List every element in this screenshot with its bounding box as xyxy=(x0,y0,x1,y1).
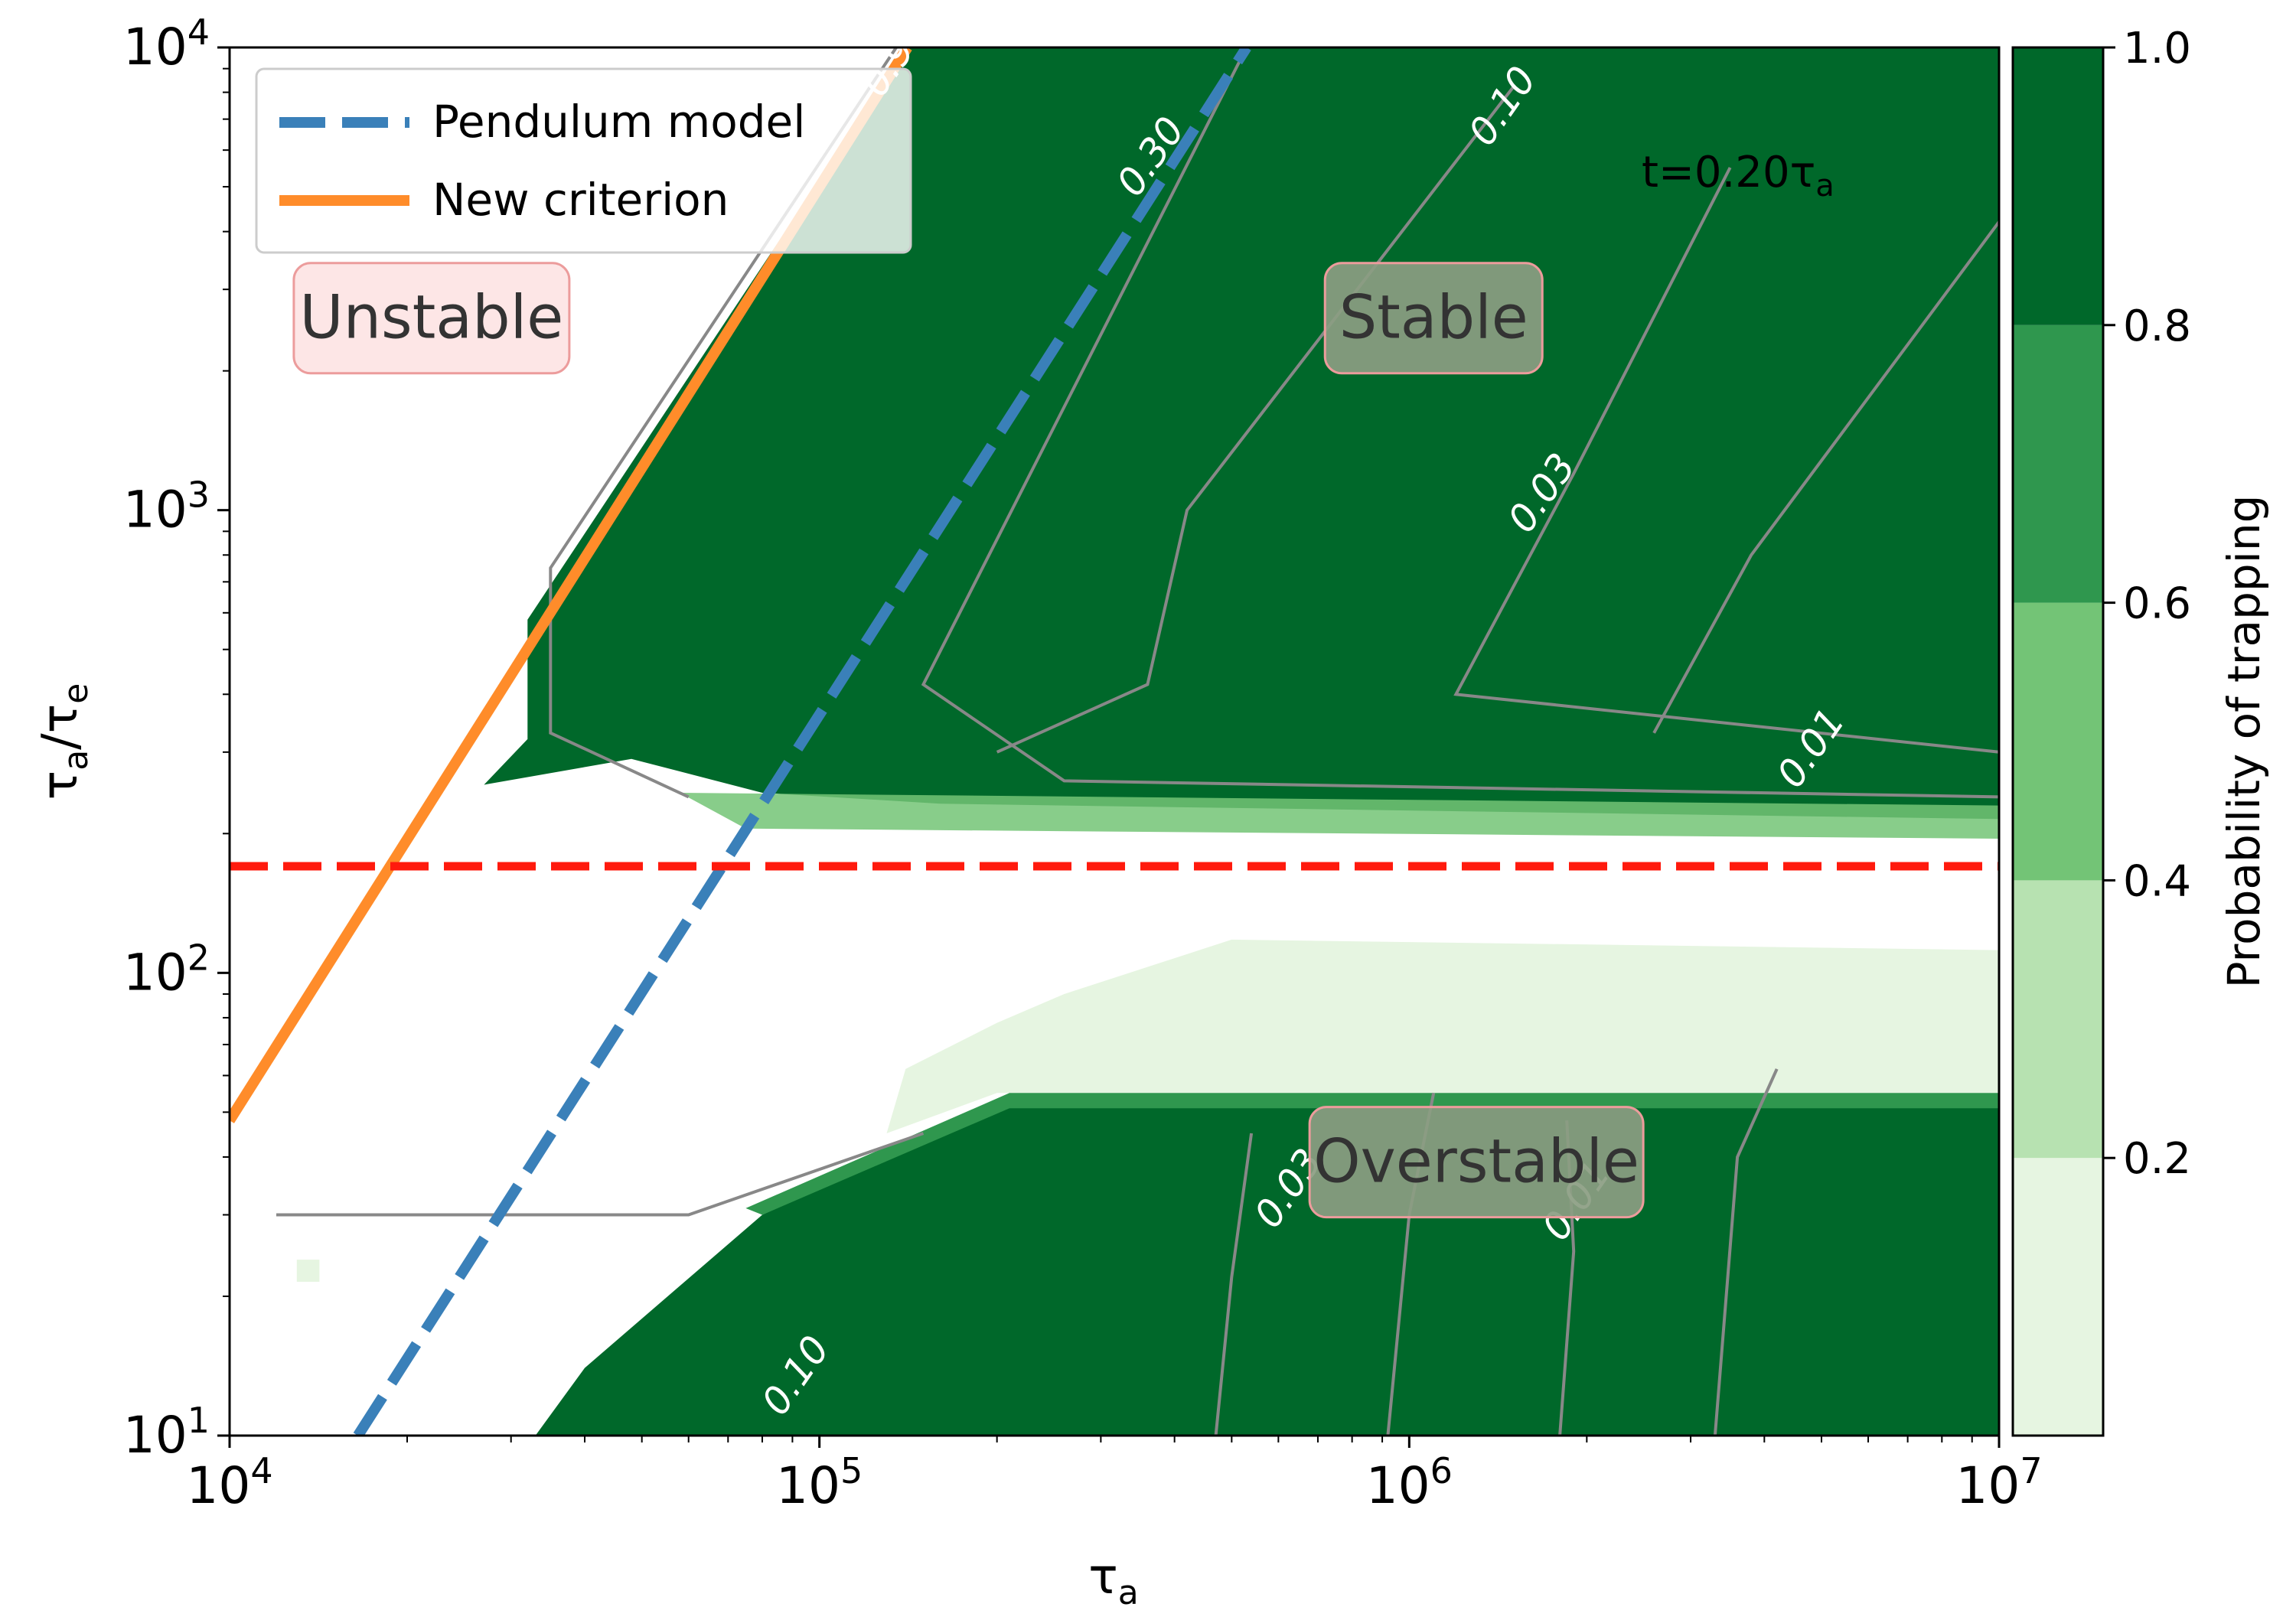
x-tick-label-3: 107 xyxy=(1955,1450,2042,1515)
x-tick-label-1: 105 xyxy=(776,1450,863,1515)
colorbar-band-2 xyxy=(2013,602,2103,881)
colorbar-band-0 xyxy=(2013,1158,2103,1436)
region-label-box-2 xyxy=(1308,1106,1645,1219)
legend-box xyxy=(255,67,912,254)
region-label-box-1 xyxy=(1323,262,1544,375)
colorbar-tick-label-2: 0.6 xyxy=(2123,579,2191,629)
region-stable-edge xyxy=(680,793,1999,839)
legend: Pendulum model New criterion xyxy=(255,67,912,254)
x-axis-label: τa xyxy=(1088,1549,1139,1607)
pendulum-model-line xyxy=(353,47,1251,1436)
y-tick-label-0: 101 xyxy=(123,1400,210,1465)
region-label-1: Stable xyxy=(1339,284,1528,353)
region-isolated-patch xyxy=(296,1260,320,1282)
plot-frame xyxy=(228,46,2001,1437)
colorbar-tick-label-4: 1.0 xyxy=(2123,24,2191,73)
axis-ticks: 104 105 106 107 101 102 103 104 xyxy=(123,11,2043,1515)
colorbar-frame xyxy=(2011,46,2105,1437)
region-label-0: Unstable xyxy=(300,284,564,353)
probability-contour-3 xyxy=(1453,167,1999,754)
probability-contour-9 xyxy=(1713,1068,1779,1436)
x-tick-label-2: 106 xyxy=(1366,1450,1453,1515)
y-tick-label-3: 104 xyxy=(123,11,210,77)
probability-contour-5 xyxy=(276,1132,925,1217)
y-tick-label-1: 102 xyxy=(123,937,210,1002)
probability-contour-4 xyxy=(1652,220,1999,734)
legend-label-new-criterion: New criterion xyxy=(432,174,729,226)
probability-contour-1 xyxy=(921,47,1999,799)
colorbar-tick-label-1: 0.4 xyxy=(2123,856,2191,906)
colorbar-tick-label-3: 0.8 xyxy=(2123,302,2191,351)
probability-contour-6 xyxy=(1214,1133,1254,1436)
x-tick-label-0: 104 xyxy=(186,1450,272,1515)
colorbar: 0.2 0.4 0.6 0.8 1.0 Probability of trapping xyxy=(2011,24,2270,1437)
colorbar-band-3 xyxy=(2013,324,2103,603)
legend-label-pendulum-model: Pendulum model xyxy=(432,96,805,148)
colorbar-tick-label-0: 0.2 xyxy=(2123,1134,2191,1184)
y-axis-label: τa/τe xyxy=(32,683,96,800)
region-transition-low-probability xyxy=(886,939,1999,1133)
colorbar-band-1 xyxy=(2013,880,2103,1159)
probability-contour-0 xyxy=(549,47,898,799)
y-tick-label-2: 103 xyxy=(123,474,210,539)
region-labels: Unstable Stable Overstable xyxy=(292,262,1645,1219)
region-label-box-0 xyxy=(292,262,571,375)
region-label-2: Overstable xyxy=(1313,1128,1639,1197)
colorbar-band-4 xyxy=(2013,47,2103,325)
time-annotation: t=0.20τa xyxy=(1642,148,1835,204)
region-overstable-edge xyxy=(745,1093,1999,1215)
colorbar-label: Probability of trapping xyxy=(2218,495,2270,989)
